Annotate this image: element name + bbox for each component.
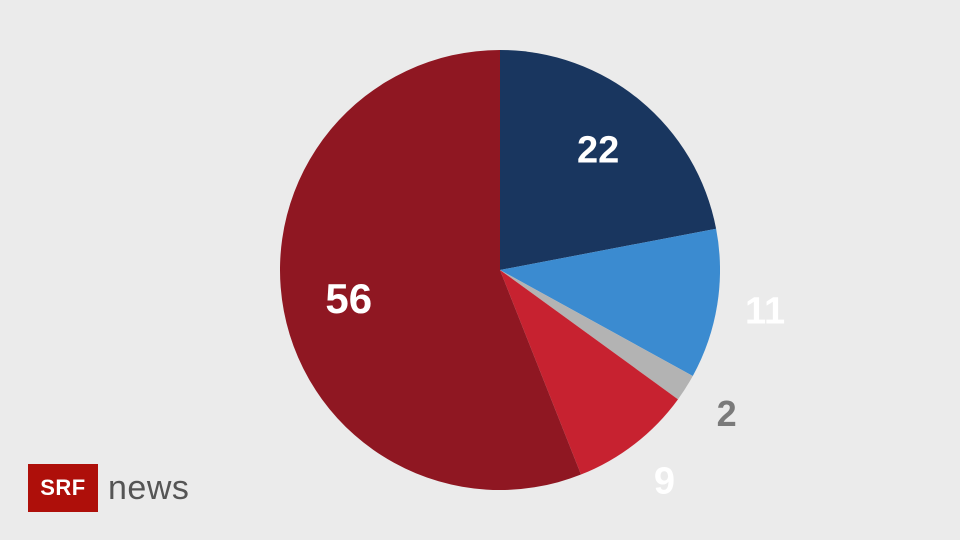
chart-canvas: 22112956 SRF news xyxy=(0,0,960,540)
pie-slice-label: 2 xyxy=(717,393,737,435)
pie-slice-label: 11 xyxy=(745,290,785,333)
brand-logo-word: news xyxy=(108,469,189,508)
pie-chart: 22112956 xyxy=(280,50,720,490)
pie-slice-label: 9 xyxy=(654,461,675,504)
pie-slice-label: 56 xyxy=(325,275,372,323)
brand-logo: SRF news xyxy=(28,464,189,512)
pie-slice-label: 22 xyxy=(577,130,619,173)
brand-logo-box: SRF xyxy=(28,464,98,512)
pie-svg xyxy=(280,50,720,490)
brand-logo-box-text: SRF xyxy=(40,475,86,501)
